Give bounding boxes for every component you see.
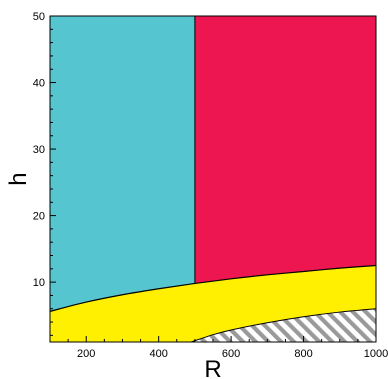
x-tick-label: 800 [294,348,312,360]
hatched-region [191,308,376,342]
y-tick-label: 30 [33,144,45,156]
y-tick-label: 40 [33,78,45,90]
y-tick-label: 50 [33,11,45,23]
upper-boundary-curve [50,264,376,312]
x-tick-label: 400 [149,348,167,360]
lower-boundary-curve [191,308,376,342]
x-tick-label: 600 [222,348,240,360]
x-tick-label: 200 [77,348,95,360]
y-axis-label: h [5,172,32,185]
cyan-region [50,16,195,312]
x-tick-label: 1000 [364,348,388,360]
y-tick-label: 10 [33,277,45,289]
x-axis: 200 400 600 800 1000 [67,336,388,360]
y-axis: 10 20 30 40 50 [33,11,56,336]
magenta-region [194,16,376,284]
x-axis-label: R [204,356,221,379]
plot-area [50,16,376,342]
y-tick-label: 20 [33,211,45,223]
